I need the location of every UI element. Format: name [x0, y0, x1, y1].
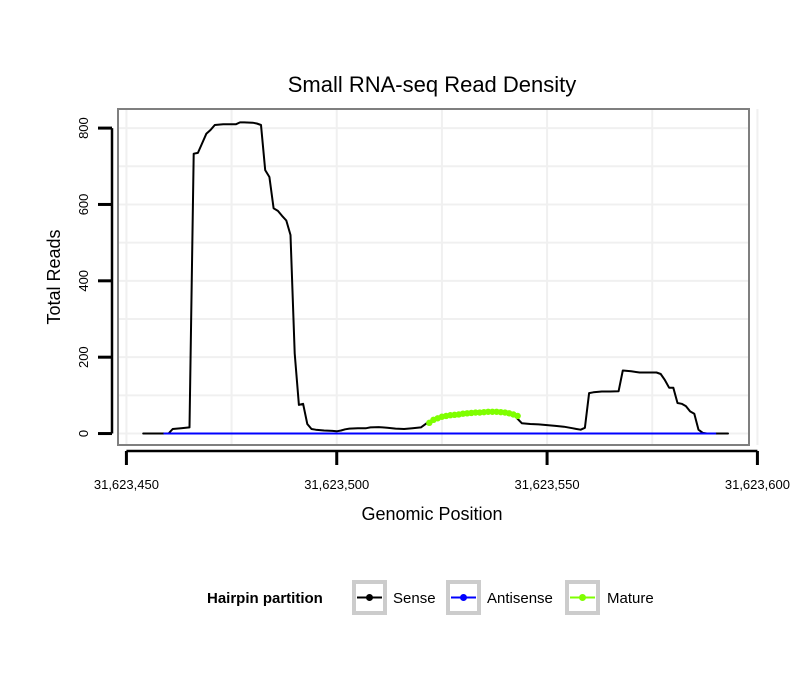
y-tick-label: 400 — [76, 270, 91, 292]
x-tick-label: 31,623,600 — [725, 477, 790, 492]
legend-item-sense: Sense — [352, 580, 436, 615]
legend-key-point — [366, 594, 373, 601]
legend-item-mature: Mature — [565, 580, 654, 615]
y-tick-label: 800 — [76, 117, 91, 139]
y-tick-label: 200 — [76, 346, 91, 368]
legend: Hairpin partition Sense Antisense Mature — [207, 580, 654, 615]
x-axis-title: Genomic Position — [361, 504, 502, 524]
legend-item-antisense: Antisense — [446, 580, 553, 615]
legend-label: Mature — [607, 590, 654, 607]
x-tick-label: 31,623,500 — [304, 477, 369, 492]
legend-label: Sense — [393, 590, 436, 607]
chart-title: Small RNA-seq Read Density — [288, 72, 577, 97]
plot-panel — [117, 108, 759, 446]
legend-title: Hairpin partition — [207, 590, 323, 607]
legend-key-point — [460, 594, 467, 601]
y-axis-title: Total Reads — [44, 229, 64, 324]
y-axis: 0 200 400 800 600 — [76, 117, 114, 437]
series-line-sense — [142, 121, 729, 435]
x-tick-label: 31,623,450 — [94, 477, 159, 492]
plot-background — [118, 109, 749, 445]
data-point-mature — [514, 412, 521, 420]
legend-key-point — [579, 594, 586, 601]
legend-label: Antisense — [487, 590, 553, 607]
y-tick-label: 0 — [76, 430, 91, 437]
series-layer — [142, 121, 729, 435]
x-tick-label: 31,623,550 — [515, 477, 580, 492]
x-axis: 31,623,450 31,623,500 31,623,550 31,623,600 — [94, 449, 790, 492]
y-tick-label: 600 — [76, 194, 91, 216]
plot-border — [117, 108, 750, 446]
